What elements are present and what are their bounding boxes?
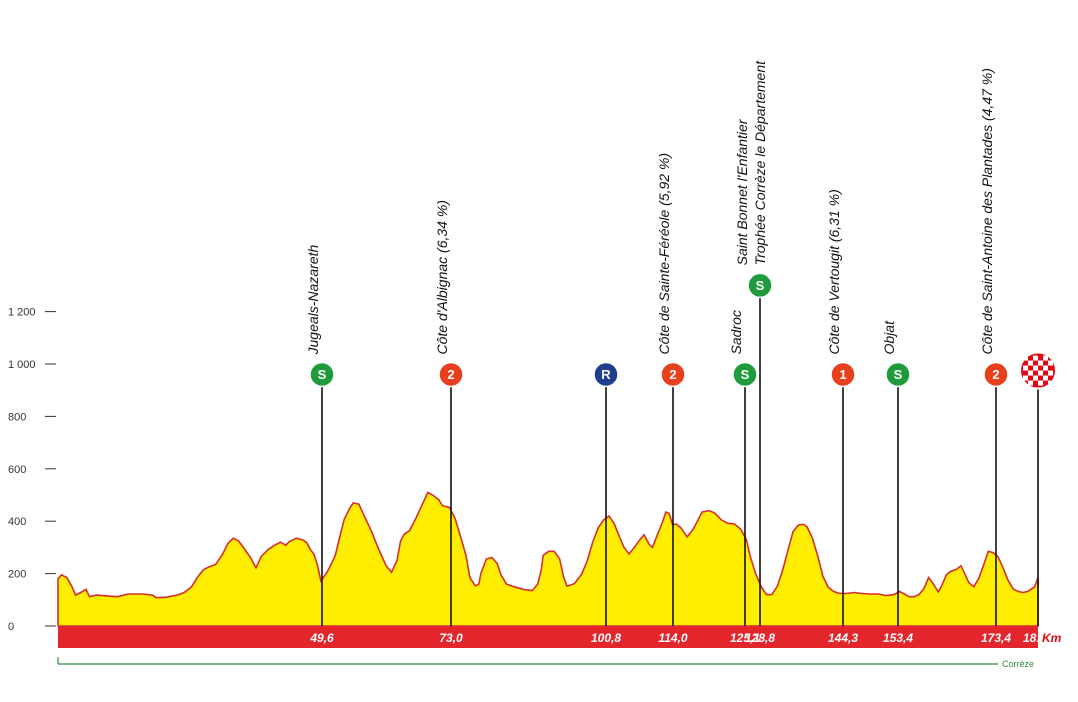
y-tick-label: 200 [8, 569, 26, 581]
km-marker-label: 114,0 [658, 631, 687, 645]
y-tick-label: 0 [8, 621, 14, 633]
km-marker-label: 153,4 [883, 631, 913, 645]
waypoint-badge-label: S [756, 278, 765, 293]
km-marker-label: 100,8 [591, 631, 621, 645]
km-marker-label: 144,3 [828, 631, 858, 645]
waypoint-badge-label: S [741, 367, 750, 382]
sprint-icon: S [309, 361, 335, 388]
y-tick-label: 600 [8, 464, 26, 476]
waypoint-label: Objat [881, 320, 897, 355]
waypoints: S Jugeals-Nazareth 2 Côte d'Albignac (6,34 … [305, 60, 1057, 626]
sprint-icon: S [732, 361, 758, 388]
waypoint-badge-label: 2 [992, 367, 999, 382]
km-marker-label: 181,7 [1023, 631, 1054, 645]
km-marker-label: 128,8 [745, 631, 775, 645]
km-unit-label: Km [1042, 631, 1062, 645]
waypoint-label: Côte de Saint-Antoine des Plantades (4,4… [979, 68, 995, 354]
km-marker-label: 73,0 [439, 631, 463, 645]
km-marker-label: 49,6 [309, 631, 334, 645]
feed-zone-icon: R [593, 361, 619, 388]
y-axis: 0 200 400 600 800 1 000 1 200 [8, 307, 56, 633]
waypoint-badge-label: 2 [669, 367, 676, 382]
waypoint-label: Trophée Corrèze le Département [752, 60, 768, 266]
sprint-icon: S [747, 272, 773, 299]
km-marker-label: 173,4 [981, 631, 1011, 645]
waypoint-label: Sadroc [728, 310, 744, 354]
sprint-icon: S [885, 361, 911, 388]
y-tick-label: 800 [8, 411, 26, 423]
climb-icon: 2 [438, 361, 464, 388]
waypoint-label: Côte de Sainte-Féréole (5,92 %) [656, 153, 672, 355]
climb-icon: 1 [830, 361, 856, 388]
waypoint-badge-label: 1 [839, 367, 846, 382]
km-marker-label: 125,1 [730, 631, 760, 645]
y-tick-label: 1 000 [8, 359, 36, 371]
waypoint-badge-label: 2 [447, 367, 454, 382]
distance-band [58, 626, 1038, 648]
waypoint-label: Saint Bonnet l'Enfantier [734, 118, 750, 265]
waypoint-badge-label: S [894, 367, 903, 382]
region-bar: Corrèze [57, 657, 1034, 669]
y-tick-label: 400 [8, 516, 26, 528]
waypoint-label: Côte de Vertougit (6,31 %) [826, 189, 842, 354]
y-tick-label: 1 200 [8, 307, 36, 319]
finish-flag-icon [1019, 351, 1057, 390]
climb-icon: 2 [660, 361, 686, 388]
climb-icon: 2 [983, 361, 1009, 388]
waypoint-label: Jugeals-Nazareth [305, 245, 321, 356]
waypoint-badge-label: S [318, 367, 327, 382]
waypoint-label: Côte d'Albignac (6,34 %) [434, 200, 450, 354]
elevation-profile-area [57, 491, 1039, 627]
waypoint-badge-label: R [601, 367, 611, 382]
region-label: Corrèze [1002, 659, 1034, 669]
